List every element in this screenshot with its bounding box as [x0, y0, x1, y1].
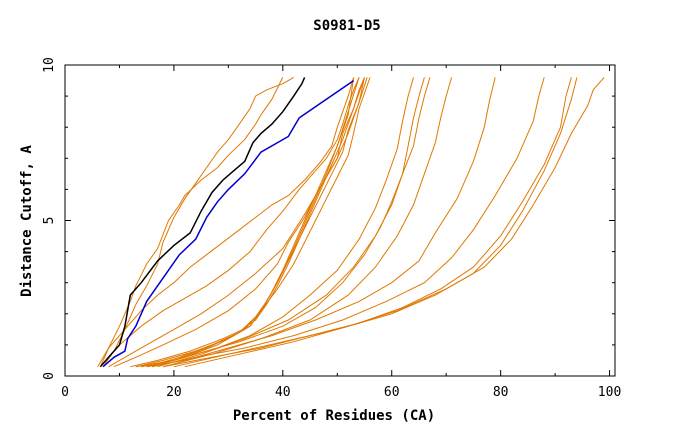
- series-line-1: [102, 76, 294, 367]
- series-line-18: [162, 77, 572, 368]
- y-tick-label: 5: [42, 217, 57, 225]
- highlight-line-blue: [102, 79, 355, 368]
- x-tick-label: 20: [166, 385, 182, 400]
- x-axis-label: Percent of Residues (CA): [233, 408, 435, 424]
- series-line-19: [173, 77, 578, 368]
- tick-layer: 0 20 40 60 80 100 0 5 10: [42, 57, 621, 400]
- chart-title: S0981-D5: [313, 18, 380, 34]
- y-axis-label: Distance Cutoff, A: [19, 145, 35, 297]
- series-line-13: [151, 77, 431, 368]
- x-tick-label: 60: [384, 385, 400, 400]
- y-tick-label: 0: [42, 372, 57, 380]
- y-tick-label: 10: [42, 57, 57, 73]
- series-line-17: [151, 77, 545, 368]
- series-line-9: [141, 77, 365, 368]
- highlight-line-black: [99, 77, 306, 368]
- series-line-8: [135, 77, 360, 368]
- series-line-11: [146, 77, 371, 368]
- series-line-16: [146, 77, 496, 368]
- x-tick-label: 100: [598, 385, 621, 400]
- x-tick-label: 0: [61, 385, 69, 400]
- series-line-4: [100, 77, 360, 368]
- series-layer: [97, 76, 605, 368]
- series-line-3: [97, 77, 355, 367]
- series-line-5: [108, 77, 365, 368]
- series-line-14: [157, 77, 425, 368]
- plot-frame: [64, 64, 616, 377]
- x-tick-label: 80: [493, 385, 509, 400]
- x-tick-label: 40: [275, 385, 291, 400]
- series-line-6: [113, 77, 365, 368]
- highlight-layer: [99, 77, 355, 368]
- series-line-10: [146, 77, 368, 368]
- series-line-20: [184, 77, 605, 368]
